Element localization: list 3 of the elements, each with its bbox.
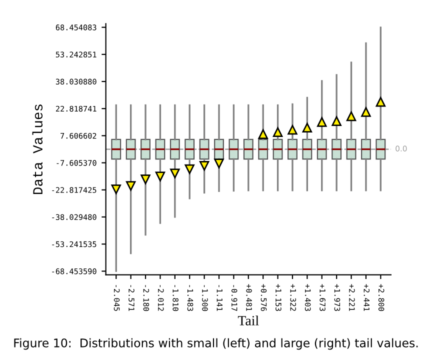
x-axis-title: Tail — [238, 316, 259, 326]
y-axis-title: Data Values — [32, 104, 43, 194]
caption: Figure 10: Distributions with small (left) and large (right) tail values. — [14, 338, 418, 350]
